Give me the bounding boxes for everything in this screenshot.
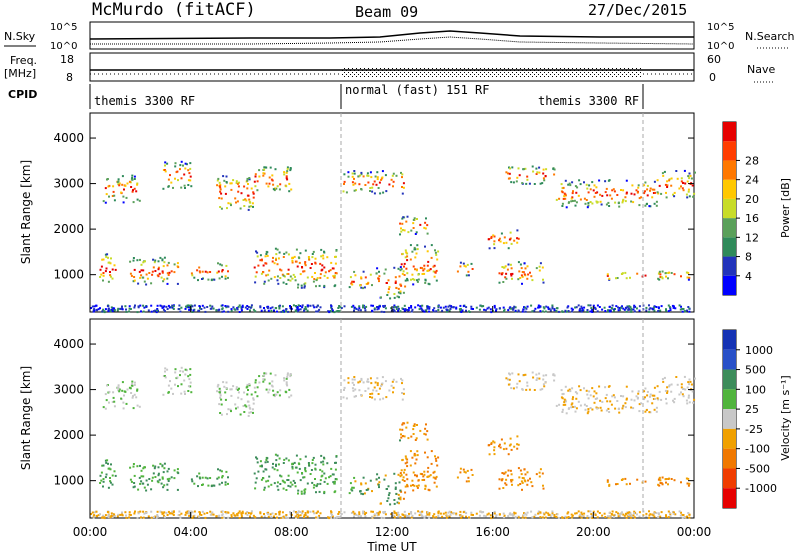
x-tick-label: 00:00	[677, 525, 712, 539]
nave-tick-top: 60	[707, 53, 721, 66]
nave-tick-bottom: 0	[709, 71, 716, 84]
colorbar-swatch	[723, 488, 736, 508]
cpid-strip: CPID themis 3300 RF normal (fast) 151 RF…	[8, 83, 644, 109]
nsky-tick-bottom: 10^0	[50, 41, 77, 52]
colorbar-swatch	[723, 389, 736, 410]
colorbar-tick-label: 1000	[745, 344, 773, 357]
date-title: 27/Dec/2015	[588, 1, 687, 19]
cpid-segment-2: normal (fast) 151 RF	[345, 83, 490, 97]
y-tick-label: 3000	[53, 383, 84, 397]
y-tick-label: 4000	[53, 337, 84, 351]
colorbar-swatch	[723, 275, 736, 295]
colorbar-swatch	[723, 409, 736, 429]
colorbar-swatch	[723, 198, 736, 219]
y-tick-label: 1000	[53, 474, 84, 488]
power-colorbar-label: Power [dB]	[779, 178, 792, 238]
freq-label-2: [MHz]	[4, 67, 36, 80]
y-tick-label: 2000	[53, 222, 84, 236]
y-tick-label: 1000	[53, 268, 84, 282]
colorbar-swatch	[723, 428, 736, 449]
colorbar-swatch	[723, 141, 736, 161]
colorbar-tick-label: 25	[745, 403, 759, 416]
freq-strip: Freq. [MHz] 18 8 60 0 Nave	[4, 52, 775, 84]
colorbar-swatch	[723, 179, 736, 199]
colorbar-tick-label: 28	[745, 154, 759, 167]
station-title: McMurdo (fitACF)	[92, 0, 256, 20]
x-axis: 00:00 04:00 08:00 12:00 16:00 20:00 00:00	[73, 306, 712, 539]
beam-title: Beam 09	[355, 3, 418, 21]
nave-dense-region	[341, 67, 642, 78]
x-tick-label: 04:00	[173, 525, 208, 539]
x-tick-label: 12:00	[375, 525, 410, 539]
nsearch-label: N.Search	[745, 30, 795, 43]
colorbar-swatch	[723, 349, 736, 370]
colorbar-swatch	[723, 448, 736, 469]
cpid-label: CPID	[8, 88, 37, 101]
velocity-ylabel: Slant Range [km]	[19, 366, 33, 470]
nsearch-tick-top: 10^5	[707, 22, 734, 33]
colorbar-tick-label: 100	[745, 383, 766, 396]
colorbar-swatch	[723, 369, 736, 390]
x-tick-label: 00:00	[73, 525, 108, 539]
colorbar-swatch	[723, 468, 736, 489]
velocity-colorbar-label: Velocity [m s⁻¹]	[779, 375, 792, 460]
colorbar-tick-label: -100	[745, 443, 770, 456]
colorbar-swatch	[723, 237, 736, 257]
velocity-panel: 1000 2000 3000 4000 Slant Range [km] 1000 50…	[19, 318, 792, 520]
nsearch-tick-bottom: 10^0	[707, 41, 734, 52]
colorbar-tick-label: -25	[745, 423, 763, 436]
colorbar-tick-label: 4	[745, 270, 752, 283]
colorbar-tick-label: 12	[745, 231, 759, 244]
colorbar-tick-label: 16	[745, 212, 759, 225]
y-tick-label: 2000	[53, 428, 84, 442]
nsearch-line	[90, 36, 695, 45]
power-ylabel: Slant Range [km]	[19, 160, 33, 264]
colorbar-swatch	[723, 122, 736, 142]
nsky-tick-top: 10^5	[50, 22, 77, 33]
colorbar-swatch	[723, 256, 736, 276]
colorbar-tick-label: -1000	[745, 482, 777, 495]
y-tick-label: 4000	[53, 131, 84, 145]
colorbar-tick-label: 24	[745, 174, 759, 187]
x-tick-label: 20:00	[576, 525, 611, 539]
cpid-segment-3: themis 3300 RF	[538, 94, 639, 108]
colorbar-tick-label: 20	[745, 193, 759, 206]
nsky-line	[89, 30, 694, 40]
x-tick-label: 08:00	[274, 525, 309, 539]
nsky-strip: N.Sky 10^5 10^0 10^5 10^0 N.Search	[4, 21, 795, 52]
x-axis-label: Time UT	[366, 540, 417, 554]
colorbar-tick-label: 8	[745, 251, 752, 264]
y-tick-label: 3000	[53, 177, 84, 191]
nave-label: Nave	[747, 63, 775, 76]
cpid-segment-1: themis 3300 RF	[94, 94, 195, 108]
colorbar-swatch	[723, 218, 736, 238]
colorbar-swatch	[723, 330, 736, 350]
freq-tick-top: 18	[60, 53, 74, 66]
colorbar-tick-label: 500	[745, 364, 766, 377]
power-panel: 1000 2000 3000 4000 Slant Range [km] 4 8 12 16…	[19, 112, 792, 314]
x-tick-label: 16:00	[475, 525, 510, 539]
nsky-label: N.Sky	[4, 30, 36, 43]
colorbar-swatch	[723, 160, 736, 180]
freq-label-1: Freq.	[10, 54, 37, 67]
freq-tick-bottom: 8	[66, 71, 73, 84]
colorbar-tick-label: -500	[745, 462, 770, 475]
